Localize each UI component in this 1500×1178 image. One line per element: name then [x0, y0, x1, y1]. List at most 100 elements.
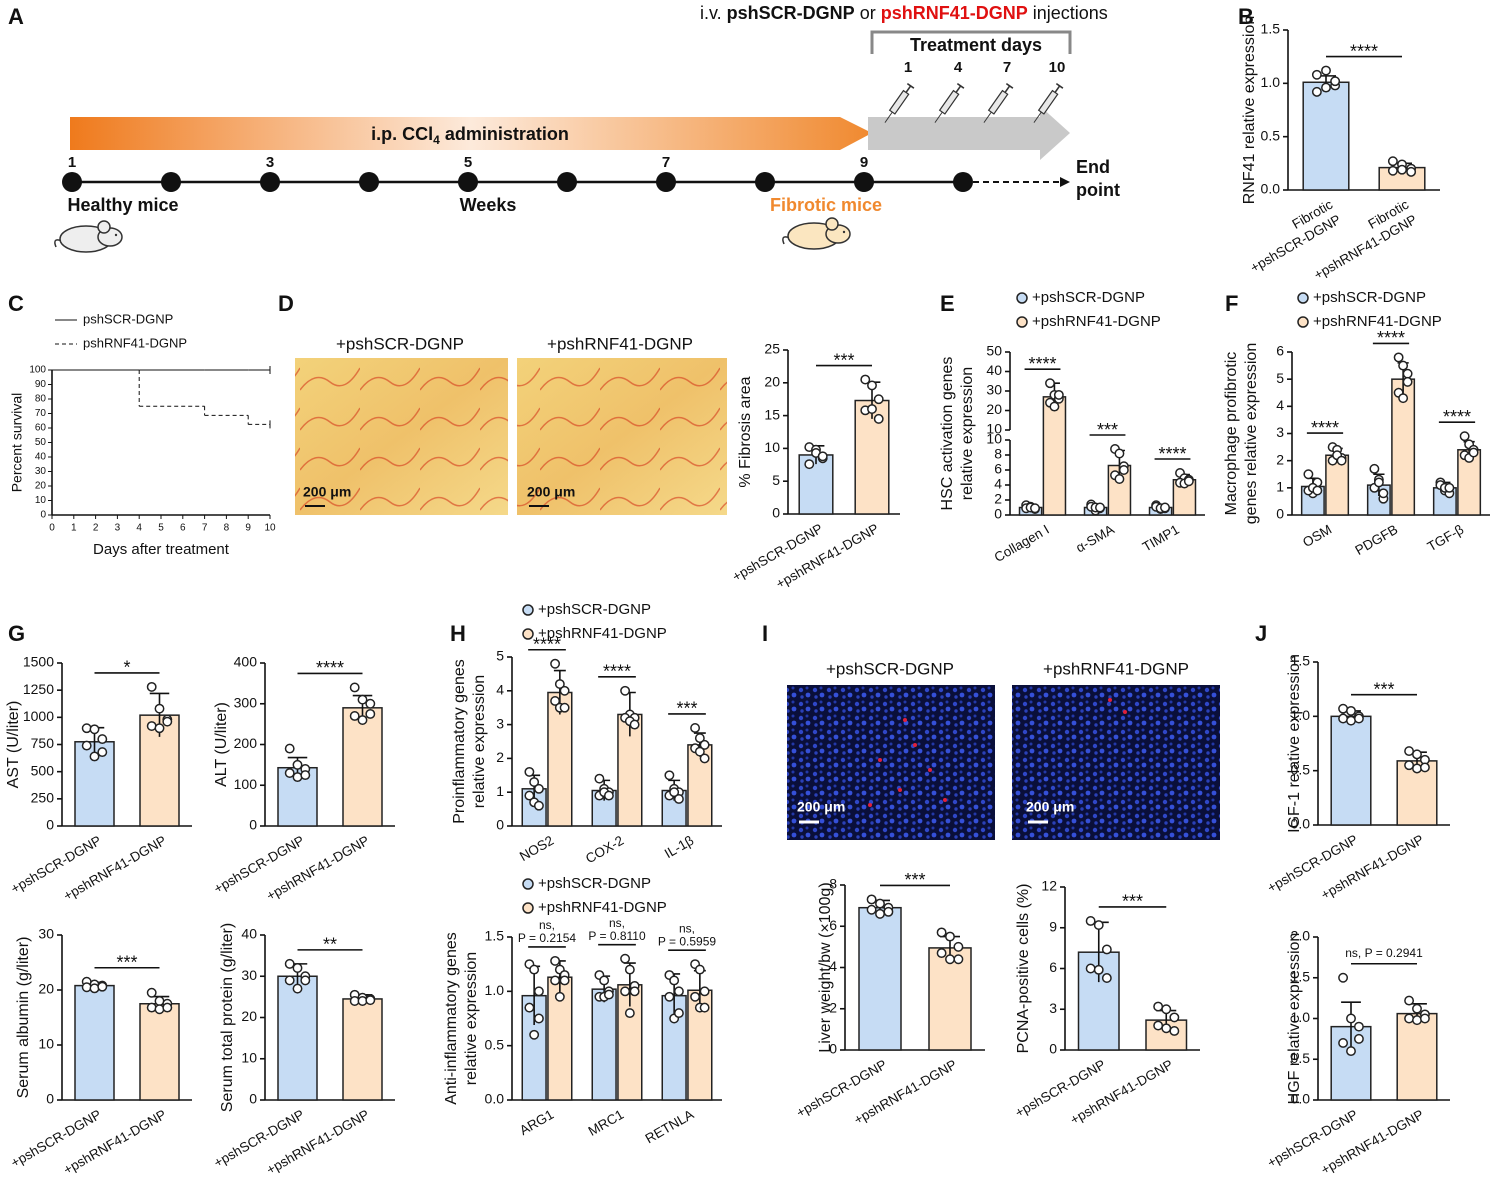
y-tick-label: 0.5	[1261, 127, 1281, 143]
y-tick-label: 1.0	[485, 982, 505, 998]
y-tick-label: 0	[249, 1091, 257, 1107]
y-tick-label: 20	[986, 401, 1002, 417]
y-tick-label: 4	[829, 958, 837, 974]
data-point	[945, 931, 955, 942]
data-point	[1303, 469, 1314, 480]
data-point	[1404, 1013, 1415, 1024]
data-point	[690, 991, 701, 1002]
data-point	[694, 746, 705, 757]
significance-label: **	[323, 935, 337, 955]
data-point	[1404, 746, 1415, 757]
data-point	[1311, 69, 1322, 80]
significance-label: ns, P = 0.2941	[1345, 946, 1423, 960]
data-point	[1030, 503, 1040, 514]
y-tick-label: 10	[38, 1036, 54, 1052]
data-point	[154, 1004, 165, 1015]
legend-label: +pshSCR-DGNP	[538, 875, 651, 892]
legend-marker	[522, 628, 534, 640]
data-point	[1321, 82, 1331, 93]
y-axis-label: HSC activation genes	[939, 357, 956, 511]
pcna-signal	[868, 698, 1127, 807]
ccl4-label: i.p. CCl4 administration	[371, 124, 569, 147]
data-point	[1419, 762, 1430, 773]
data-point	[365, 708, 376, 719]
data-point	[154, 723, 165, 734]
y-tick-label: 2	[496, 749, 504, 765]
data-point	[357, 715, 368, 725]
data-point	[1402, 376, 1413, 387]
bar	[1396, 1012, 1438, 1101]
treatment-day: 1	[904, 59, 912, 76]
y-tick-label: 30	[986, 382, 1002, 398]
y-tick-label: 30	[241, 967, 257, 983]
panel-label: C	[8, 291, 24, 316]
data-point	[529, 1029, 540, 1040]
data-point	[1338, 1038, 1349, 1048]
y-tick-label: 10	[986, 421, 1002, 437]
header-prefix: i.v.	[700, 3, 727, 23]
data-point	[97, 747, 108, 758]
data-point	[559, 702, 570, 713]
y-tick-label: 2	[829, 999, 837, 1015]
y-tick-label: 1.5	[1291, 968, 1311, 984]
data-point	[1412, 749, 1422, 760]
data-point	[867, 404, 877, 414]
significance-label: ns,	[609, 916, 625, 930]
x-tick-label: 7	[202, 523, 208, 534]
significance-label: ****	[1158, 444, 1186, 464]
data-point	[673, 794, 684, 804]
data-point	[146, 681, 157, 692]
y-axis-label: Percent survival	[9, 393, 25, 493]
data-point	[1093, 920, 1104, 930]
data-point	[624, 1008, 635, 1019]
y-axis-label: relative expression	[959, 367, 976, 500]
data-point	[524, 1002, 535, 1013]
data-point	[1346, 1046, 1356, 1057]
y-tick-label: 30	[35, 466, 47, 477]
significance-label: ***	[676, 699, 697, 719]
y-axis-label: AST (U/liter)	[5, 701, 22, 789]
drug-1: pshSCR-DGNP	[727, 3, 855, 23]
y-tick-label: 40	[986, 362, 1002, 378]
significance-label: P = 0.2154	[518, 931, 576, 945]
data-point	[1161, 1023, 1172, 1034]
y-axis-label: PCNA-positive cells (%)	[1015, 884, 1032, 1054]
week-label: 9	[860, 154, 868, 171]
end-label: End	[1076, 157, 1110, 177]
ccl4-arrow	[70, 117, 872, 150]
significance-label: *	[123, 658, 130, 678]
data-point	[300, 770, 311, 781]
data-point	[97, 734, 108, 745]
x-tick-label: 2	[93, 523, 99, 534]
legend-label: +pshSCR-DGNP	[538, 601, 651, 618]
micrograph-fibers	[295, 358, 508, 515]
data-point	[694, 733, 705, 744]
y-tick-label: 6	[994, 461, 1002, 477]
y-tick-label: 2	[1276, 451, 1284, 467]
data-point	[559, 975, 570, 986]
y-tick-label: 1	[1276, 479, 1284, 495]
data-point	[292, 983, 303, 994]
y-axis-label: Serum albumin (g/liter)	[15, 937, 32, 1099]
y-tick-label: 100	[29, 365, 46, 376]
legend-marker	[1297, 316, 1309, 328]
panel-i-images: +pshSCR-DGNP +pshRNF41-DGNP 200 μm 200 μ…	[787, 659, 1220, 840]
y-tick-label: 12	[1041, 878, 1057, 894]
bar	[1330, 715, 1372, 826]
data-point	[1085, 916, 1096, 926]
data-point	[1321, 65, 1331, 76]
y-axis-label: IGF-1 relative expression	[1286, 654, 1303, 833]
data-point	[1101, 973, 1112, 983]
data-point	[669, 787, 680, 798]
y-tick-label: 10	[35, 495, 47, 506]
data-point	[873, 394, 884, 405]
fluorescence-image	[1012, 685, 1220, 840]
drug-2: pshRNF41-DGNP	[881, 3, 1028, 23]
timeline-arrowhead	[1060, 177, 1070, 187]
data-point	[1153, 1020, 1164, 1031]
data-point	[953, 941, 964, 952]
significance-label: P = 0.8110	[588, 929, 646, 943]
data-point	[1118, 465, 1129, 475]
data-point	[883, 906, 894, 917]
data-point	[533, 783, 544, 794]
